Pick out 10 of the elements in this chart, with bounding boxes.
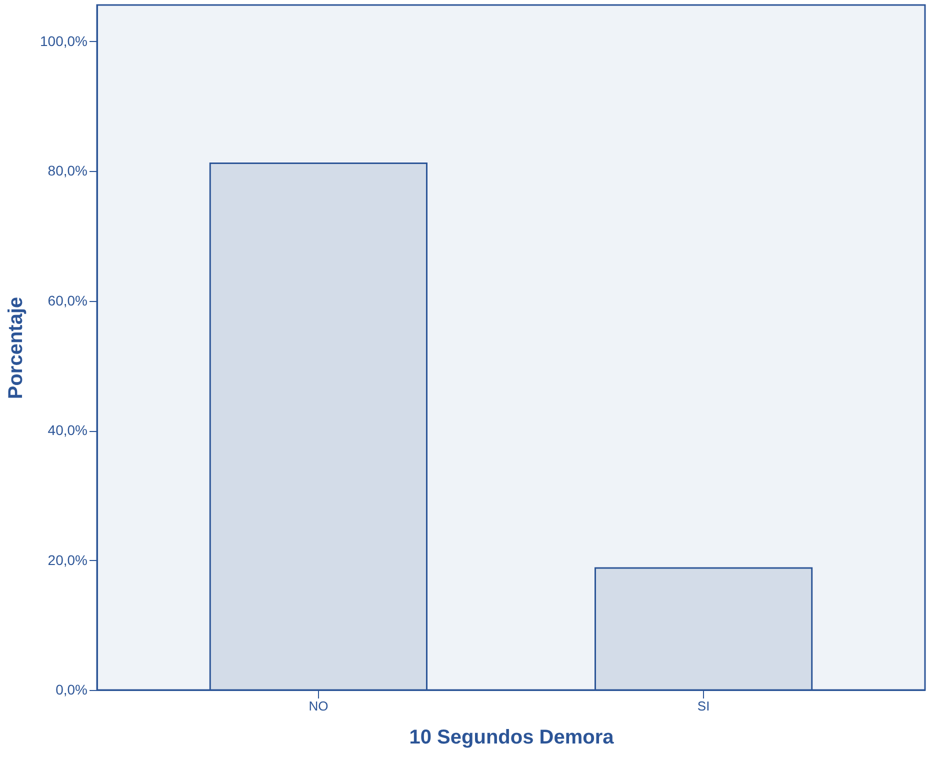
y-tick-label: 60,0% [48,292,88,308]
y-tick-label: 40,0% [48,422,88,438]
y-tick-label: 100,0% [40,32,88,49]
y-tick-label: 0,0% [56,682,88,698]
y-tick-label: 80,0% [48,162,88,179]
y-axis-title: Porcentaje [5,296,28,400]
x-tick-label: NO [308,698,328,714]
y-tick-label: 20,0% [48,552,88,568]
x-tick-label: SI [697,698,710,714]
x-axis-title: 10 Segundos Demora [409,726,615,748]
